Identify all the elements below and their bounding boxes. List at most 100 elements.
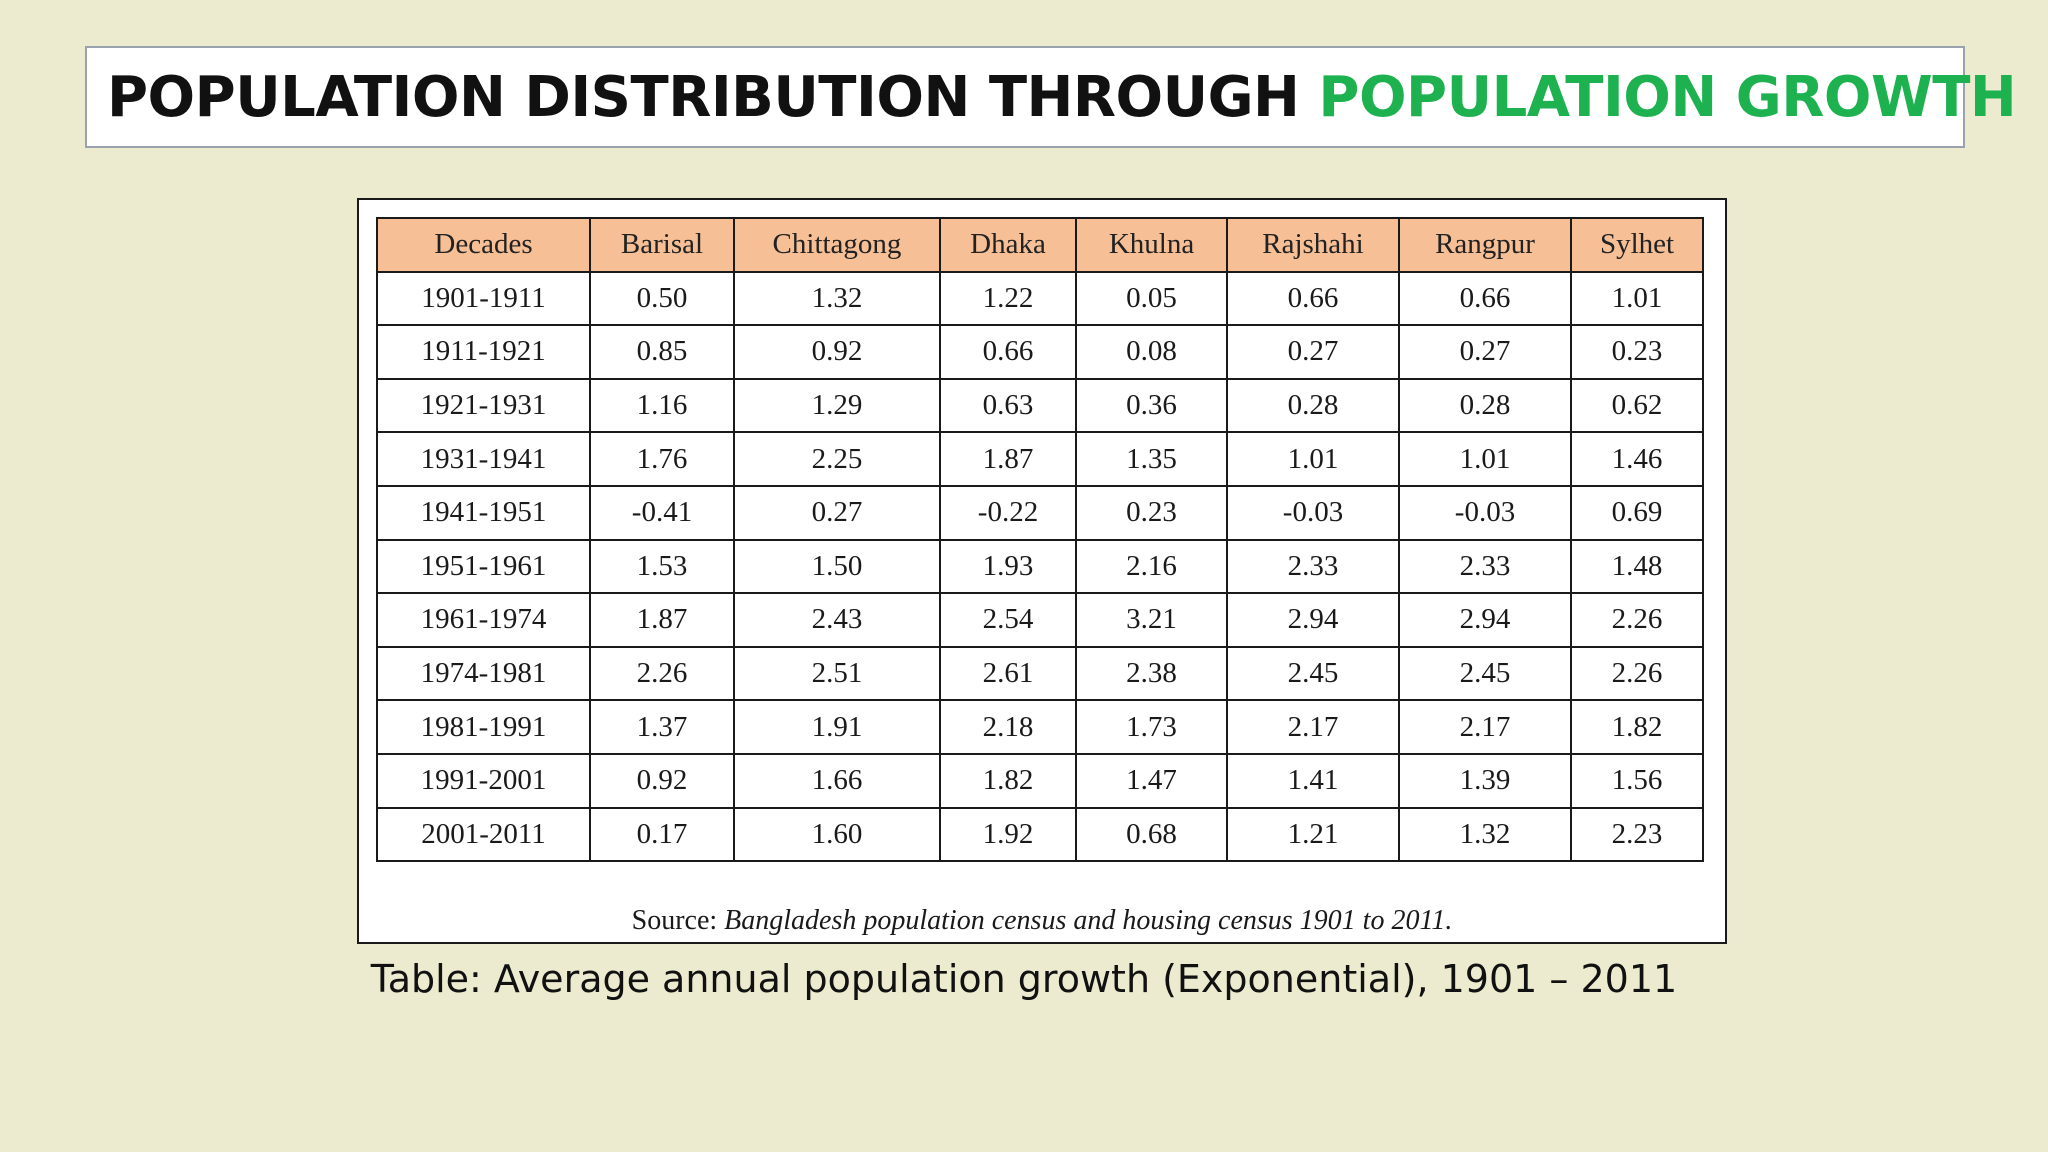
growth-value-cell: 0.28	[1226, 377, 1400, 434]
table-row: 2001-2011 0.17 1.60 1.92 0.68 1.21 1.32 2.23	[376, 806, 1704, 863]
growth-value-cell: 2.54	[939, 592, 1077, 648]
growth-value-cell: 1.93	[939, 538, 1077, 595]
growth-value-cell: 1.56	[1570, 752, 1704, 809]
table-body: 1901-1911 0.50 1.32 1.22 0.05 0.66 0.66 1.01 191…	[376, 270, 1704, 863]
growth-value-cell: 2.17	[1398, 699, 1572, 755]
growth-value-cell: 1.01	[1226, 431, 1400, 487]
growth-value-cell: 0.27	[733, 484, 941, 541]
growth-value-cell: 1.47	[1075, 752, 1228, 809]
slide-title-accent: POPULATION GROWTH	[1318, 64, 2017, 130]
column-header-chittagong: Chittagong	[733, 217, 941, 273]
growth-value-cell: 1.82	[1570, 699, 1704, 755]
growth-value-cell: 1.73	[1075, 699, 1228, 755]
growth-value-cell: 1.53	[589, 538, 735, 595]
growth-value-cell: 0.85	[589, 324, 735, 380]
table-image-frame: Decades Barisal Chittagong Dhaka Khulna Rajsh…	[357, 198, 1727, 944]
growth-value-cell: 0.69	[1570, 484, 1704, 541]
growth-value-cell: -0.03	[1226, 484, 1400, 541]
growth-value-cell: -0.03	[1398, 484, 1572, 541]
table-caption: Table: Average annual population growth …	[370, 957, 1678, 1001]
source-text: Bangladesh population census and housing…	[724, 905, 1453, 936]
decade-cell: 1921-1931	[376, 377, 591, 434]
table-row: 1974-1981 2.26 2.51 2.61 2.38 2.45 2.45 2.26	[376, 645, 1704, 702]
growth-value-cell: 0.63	[939, 377, 1077, 434]
decade-cell: 1974-1981	[376, 645, 591, 702]
table-row: 1961-1974 1.87 2.43 2.54 3.21 2.94 2.94 2.26	[376, 592, 1704, 648]
growth-value-cell: 1.01	[1570, 270, 1704, 327]
growth-value-cell: 1.50	[733, 538, 941, 595]
growth-value-cell: 0.66	[1226, 270, 1400, 327]
growth-value-cell: 3.21	[1075, 592, 1228, 648]
growth-value-cell: 2.23	[1570, 806, 1704, 863]
growth-value-cell: 1.01	[1398, 431, 1572, 487]
growth-value-cell: 1.37	[589, 699, 735, 755]
growth-value-cell: 0.27	[1226, 324, 1400, 380]
growth-value-cell: 0.68	[1075, 806, 1228, 863]
growth-value-cell: 1.22	[939, 270, 1077, 327]
growth-value-cell: 1.41	[1226, 752, 1400, 809]
growth-value-cell: 0.66	[1398, 270, 1572, 327]
growth-value-cell: 0.50	[589, 270, 735, 327]
growth-value-cell: 0.62	[1570, 377, 1704, 434]
column-header-barisal: Barisal	[589, 217, 735, 273]
growth-value-cell: 1.29	[733, 377, 941, 434]
growth-value-cell: 2.38	[1075, 645, 1228, 702]
decade-cell: 1981-1991	[376, 699, 591, 755]
table-source-note: Source: Bangladesh population census and…	[359, 905, 1725, 937]
growth-value-cell: 2.33	[1226, 538, 1400, 595]
growth-value-cell: -0.22	[939, 484, 1077, 541]
table-row: 1921-1931 1.16 1.29 0.63 0.36 0.28 0.28 0.62	[376, 377, 1704, 434]
source-label: Source:	[631, 905, 725, 936]
growth-value-cell: 2.16	[1075, 538, 1228, 595]
growth-value-cell: 0.92	[589, 752, 735, 809]
growth-value-cell: 2.17	[1226, 699, 1400, 755]
growth-value-cell: 1.76	[589, 431, 735, 487]
growth-value-cell: 2.26	[1570, 592, 1704, 648]
growth-value-cell: 2.51	[733, 645, 941, 702]
growth-value-cell: -0.41	[589, 484, 735, 541]
growth-value-cell: 0.27	[1398, 324, 1572, 380]
growth-value-cell: 1.82	[939, 752, 1077, 809]
growth-value-cell: 2.25	[733, 431, 941, 487]
column-header-dhaka: Dhaka	[939, 217, 1077, 273]
column-header-rangpur: Rangpur	[1398, 217, 1572, 273]
table-row: 1981-1991 1.37 1.91 2.18 1.73 2.17 2.17 1.82	[376, 699, 1704, 755]
growth-value-cell: 0.28	[1398, 377, 1572, 434]
slide-title-main: POPULATION DISTRIBUTION THROUGH	[107, 64, 1319, 130]
decade-cell: 1901-1911	[376, 270, 591, 327]
growth-value-cell: 0.23	[1570, 324, 1704, 380]
growth-value-cell: 0.66	[939, 324, 1077, 380]
growth-value-cell: 0.36	[1075, 377, 1228, 434]
growth-value-cell: 1.35	[1075, 431, 1228, 487]
growth-value-cell: 1.39	[1398, 752, 1572, 809]
growth-value-cell: 2.61	[939, 645, 1077, 702]
growth-value-cell: 0.08	[1075, 324, 1228, 380]
table-row: 1951-1961 1.53 1.50 1.93 2.16 2.33 2.33 1.48	[376, 538, 1704, 595]
growth-value-cell: 1.21	[1226, 806, 1400, 863]
growth-value-cell: 2.26	[589, 645, 735, 702]
table-row: 1991-2001 0.92 1.66 1.82 1.47 1.41 1.39 1.56	[376, 752, 1704, 809]
growth-value-cell: 0.05	[1075, 270, 1228, 327]
slide-title: POPULATION DISTRIBUTION THROUGH POPULATI…	[107, 64, 2017, 130]
growth-value-cell: 1.46	[1570, 431, 1704, 487]
growth-value-cell: 0.92	[733, 324, 941, 380]
growth-value-cell: 2.45	[1226, 645, 1400, 702]
growth-value-cell: 2.94	[1398, 592, 1572, 648]
decade-cell: 1951-1961	[376, 538, 591, 595]
growth-value-cell: 1.87	[939, 431, 1077, 487]
growth-value-cell: 1.92	[939, 806, 1077, 863]
table-row: 1931-1941 1.76 2.25 1.87 1.35 1.01 1.01 1.46	[376, 431, 1704, 487]
growth-value-cell: 1.32	[733, 270, 941, 327]
decade-cell: 2001-2011	[376, 806, 591, 863]
growth-value-cell: 2.33	[1398, 538, 1572, 595]
growth-value-cell: 1.87	[589, 592, 735, 648]
growth-value-cell: 1.48	[1570, 538, 1704, 595]
table-row: 1911-1921 0.85 0.92 0.66 0.08 0.27 0.27 0.23	[376, 324, 1704, 380]
growth-value-cell: 1.60	[733, 806, 941, 863]
decade-cell: 1911-1921	[376, 324, 591, 380]
decade-cell: 1931-1941	[376, 431, 591, 487]
title-box: POPULATION DISTRIBUTION THROUGH POPULATI…	[85, 46, 2017, 148]
table-header-row: Decades Barisal Chittagong Dhaka Khulna Rajsh…	[376, 217, 1704, 273]
growth-value-cell: 2.45	[1398, 645, 1572, 702]
growth-value-cell: 1.16	[589, 377, 735, 434]
